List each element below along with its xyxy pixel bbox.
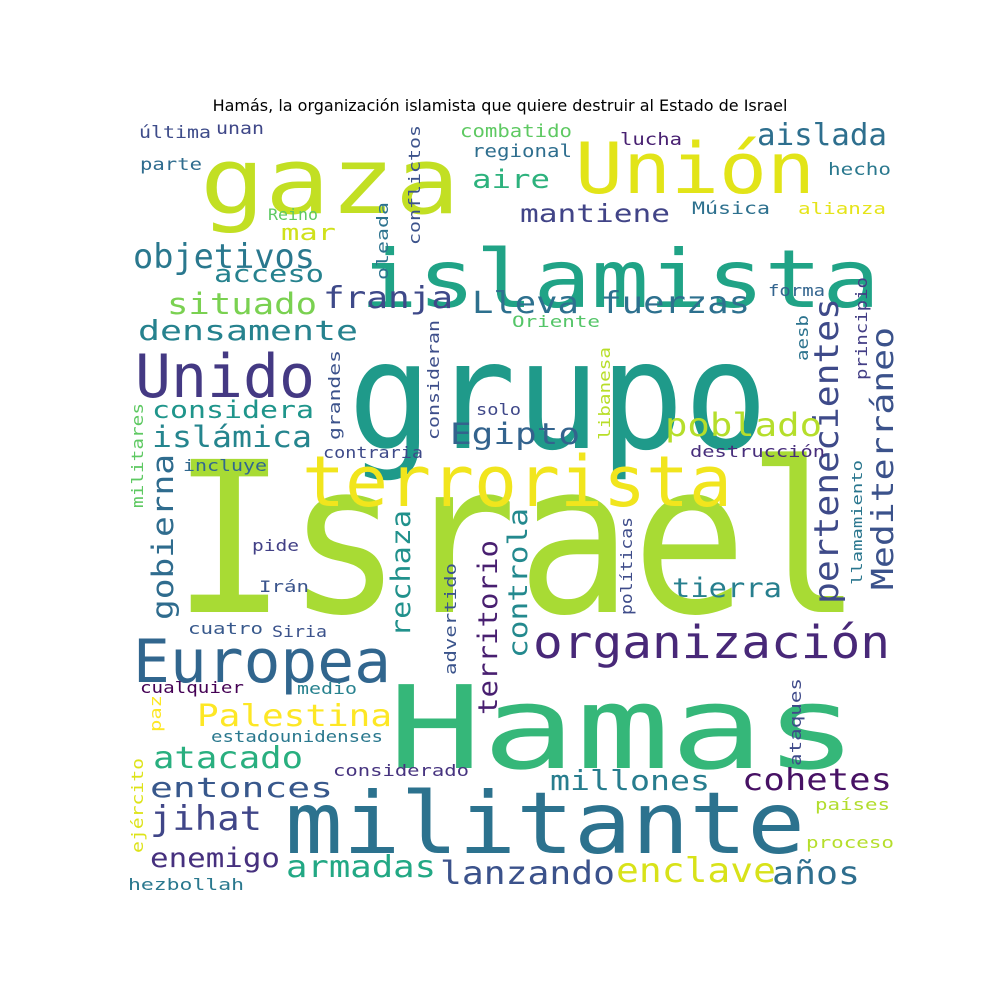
word-controla: controla bbox=[503, 508, 534, 658]
word-incluye: incluye bbox=[183, 456, 267, 475]
word-cuatro: cuatro bbox=[188, 619, 263, 638]
word-considera: considera bbox=[152, 396, 314, 424]
word-proceso: proceso bbox=[806, 833, 894, 852]
word-unido: Unido bbox=[135, 342, 315, 412]
word-pertenecientes: pertenecientes bbox=[807, 298, 847, 604]
word-oleada: oleada bbox=[373, 202, 392, 280]
word-solo: solo bbox=[476, 400, 521, 419]
word-poblado: poblado bbox=[665, 406, 822, 444]
word-lucha: lucha bbox=[620, 130, 682, 150]
word-grupo: grupo bbox=[348, 310, 768, 484]
word-oriente: Oriente bbox=[512, 312, 600, 331]
word-franja: franja bbox=[323, 281, 453, 316]
word-lleva-fuerzas: Lleva fuerzas bbox=[472, 286, 750, 321]
word-armadas: armadas bbox=[286, 850, 436, 885]
word-militante: militante bbox=[285, 774, 805, 874]
word-millones: millones bbox=[550, 764, 710, 797]
word-islamica: islámica bbox=[152, 420, 312, 454]
word-grandes: grandes bbox=[325, 350, 344, 440]
word-organizacion: organización bbox=[533, 616, 890, 669]
word-hecho: hecho bbox=[828, 160, 891, 180]
word-mediterraneo: Mediterráneo bbox=[866, 327, 901, 590]
word-islamista: islamista bbox=[360, 233, 880, 326]
word-anos: años bbox=[772, 854, 860, 892]
word-territorio: territorio bbox=[473, 540, 504, 715]
word-consideran: consideran bbox=[424, 320, 443, 440]
word-llamamiento: llamamiento bbox=[850, 460, 866, 585]
word-terrorista: terrorista bbox=[302, 441, 732, 523]
word-medio: medio bbox=[297, 679, 357, 698]
word-europea: Europea bbox=[133, 627, 391, 697]
word-hamas: Hamas bbox=[388, 662, 858, 796]
word-considerado: considerado bbox=[333, 761, 469, 780]
word-cualquier: cualquier bbox=[140, 678, 244, 697]
word-tierra: tierra bbox=[672, 573, 782, 604]
word-gobierna: gobierna bbox=[146, 454, 180, 620]
word-pide: pide bbox=[252, 536, 299, 555]
word-advertido: advertido bbox=[441, 563, 460, 675]
figure-title: Hamás, la organización islamista que qui… bbox=[212, 96, 788, 115]
word-hezbollah: hezbollah bbox=[128, 875, 244, 894]
word-gaza: gaza bbox=[200, 128, 460, 235]
word-aesb: aesb bbox=[793, 315, 812, 361]
word-jihat: jihat bbox=[150, 799, 262, 839]
word-siria: Siria bbox=[272, 622, 327, 641]
word-rechaza: rechaza bbox=[386, 510, 417, 637]
word-combatido: combatido bbox=[460, 121, 572, 142]
word-parte: parte bbox=[140, 155, 202, 175]
word-ejercito: ejército bbox=[128, 758, 147, 853]
word-situado: situado bbox=[167, 287, 317, 321]
word-regional: regional bbox=[472, 141, 572, 162]
word-principio: principio bbox=[852, 277, 871, 380]
word-atacado: atacado bbox=[153, 741, 303, 776]
word-union: Unión bbox=[575, 128, 815, 210]
word-cohetes: cohetes bbox=[742, 763, 892, 798]
word-alianza: alianza bbox=[798, 199, 886, 218]
word-conflictos: conflictos bbox=[405, 125, 424, 245]
word-estadounidenses: estadounidenses bbox=[211, 727, 383, 746]
word-densamente: densamente bbox=[138, 314, 358, 347]
word-aislada: aislada bbox=[757, 118, 887, 153]
word-reino: Reino bbox=[268, 205, 318, 224]
word-acceso: acceso bbox=[214, 260, 324, 288]
word-palestina: Palestina bbox=[197, 699, 392, 734]
word-musica: Música bbox=[692, 199, 770, 219]
word-ataques: ataques bbox=[786, 678, 805, 766]
word-forma: forma bbox=[768, 281, 825, 300]
word-contraria: contraria bbox=[323, 443, 423, 462]
word-paz: paz bbox=[146, 695, 165, 732]
word-destruccion: destrucción bbox=[690, 442, 825, 461]
word-paises: países bbox=[815, 795, 890, 814]
word-iran: Irán bbox=[259, 577, 309, 596]
word-ultima: última bbox=[139, 123, 211, 143]
word-enemigo: enemigo bbox=[150, 843, 280, 874]
word-enclave: enclave bbox=[616, 851, 776, 891]
word-mantiene: mantiene bbox=[520, 199, 670, 228]
word-libanesa: libanesa bbox=[595, 347, 614, 440]
word-unan: unan bbox=[216, 119, 264, 139]
word-israel: Israel bbox=[172, 417, 862, 662]
word-objetivos: objetivos bbox=[133, 237, 315, 277]
word-lanzando: lanzando bbox=[440, 854, 615, 892]
word-aire: aire bbox=[472, 165, 550, 195]
word-mar: mar bbox=[281, 221, 336, 246]
word-politicas: políticas bbox=[617, 517, 636, 615]
word-egipto: Egipto bbox=[450, 417, 580, 451]
word-militares: militares bbox=[128, 403, 147, 508]
word-entonces: entonces bbox=[150, 771, 333, 804]
